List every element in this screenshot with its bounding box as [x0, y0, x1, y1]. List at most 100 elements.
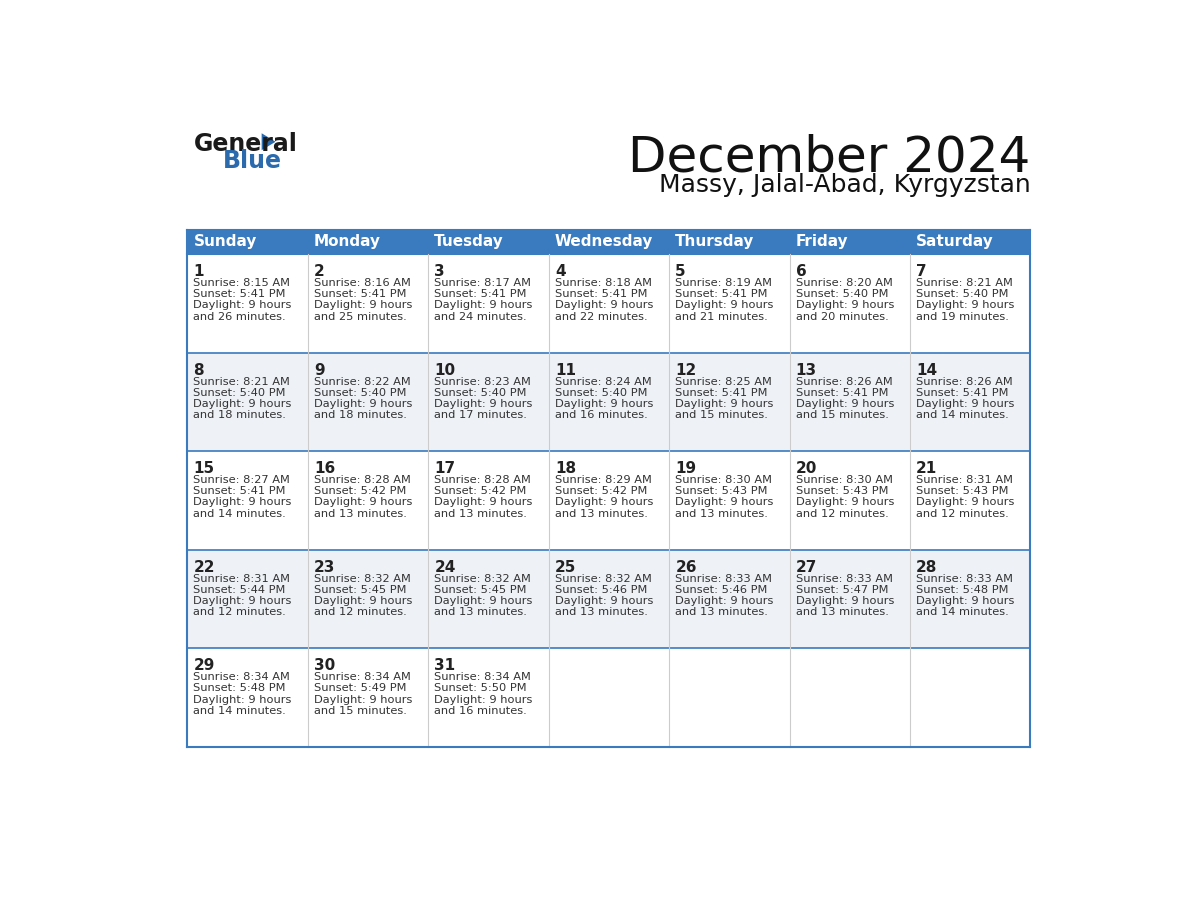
Text: Daylight: 9 hours: Daylight: 9 hours [194, 596, 292, 606]
Text: Sunrise: 8:33 AM: Sunrise: 8:33 AM [916, 574, 1013, 584]
Text: Daylight: 9 hours: Daylight: 9 hours [194, 399, 292, 409]
Text: Sunset: 5:40 PM: Sunset: 5:40 PM [314, 387, 406, 397]
Text: and 15 minutes.: and 15 minutes. [675, 410, 769, 420]
Text: Blue: Blue [223, 149, 282, 173]
Text: 7: 7 [916, 264, 927, 279]
Text: Sunrise: 8:32 AM: Sunrise: 8:32 AM [314, 574, 411, 584]
Text: Sunrise: 8:18 AM: Sunrise: 8:18 AM [555, 278, 652, 288]
Bar [790, 230, 910, 254]
Text: and 13 minutes.: and 13 minutes. [435, 509, 527, 519]
Text: Sunrise: 8:32 AM: Sunrise: 8:32 AM [435, 574, 531, 584]
Text: Daylight: 9 hours: Daylight: 9 hours [796, 498, 895, 508]
Text: Massy, Jalal-Abad, Kyrgyzstan: Massy, Jalal-Abad, Kyrgyzstan [658, 174, 1030, 197]
Bar [188, 648, 1030, 747]
Text: General: General [194, 131, 297, 156]
Text: 22: 22 [194, 560, 215, 575]
Text: Daylight: 9 hours: Daylight: 9 hours [916, 300, 1015, 310]
Text: 15: 15 [194, 461, 215, 476]
Text: Daylight: 9 hours: Daylight: 9 hours [435, 498, 532, 508]
Text: Daylight: 9 hours: Daylight: 9 hours [916, 498, 1015, 508]
Text: and 12 minutes.: and 12 minutes. [314, 607, 406, 617]
Text: Sunrise: 8:33 AM: Sunrise: 8:33 AM [796, 574, 892, 584]
Text: Sunrise: 8:25 AM: Sunrise: 8:25 AM [675, 376, 772, 386]
Text: and 13 minutes.: and 13 minutes. [435, 607, 527, 617]
Text: Sunrise: 8:31 AM: Sunrise: 8:31 AM [194, 574, 290, 584]
Text: Sunrise: 8:21 AM: Sunrise: 8:21 AM [916, 278, 1013, 288]
Text: Sunrise: 8:28 AM: Sunrise: 8:28 AM [314, 476, 411, 485]
Text: Sunset: 5:46 PM: Sunset: 5:46 PM [675, 585, 767, 595]
Text: Sunset: 5:47 PM: Sunset: 5:47 PM [796, 585, 889, 595]
Text: 25: 25 [555, 560, 576, 575]
Text: and 13 minutes.: and 13 minutes. [314, 509, 406, 519]
Text: and 20 minutes.: and 20 minutes. [796, 311, 889, 321]
Text: 9: 9 [314, 363, 324, 377]
Text: Sunrise: 8:15 AM: Sunrise: 8:15 AM [194, 278, 290, 288]
Text: Sunset: 5:42 PM: Sunset: 5:42 PM [435, 487, 526, 497]
Text: Sunset: 5:40 PM: Sunset: 5:40 PM [194, 387, 286, 397]
Text: Daylight: 9 hours: Daylight: 9 hours [435, 300, 532, 310]
Text: and 21 minutes.: and 21 minutes. [675, 311, 767, 321]
Text: 11: 11 [555, 363, 576, 377]
Text: Daylight: 9 hours: Daylight: 9 hours [675, 498, 773, 508]
Text: Daylight: 9 hours: Daylight: 9 hours [314, 399, 412, 409]
Text: and 22 minutes.: and 22 minutes. [555, 311, 647, 321]
Text: December 2024: December 2024 [628, 133, 1030, 181]
Text: 4: 4 [555, 264, 565, 279]
Text: Daylight: 9 hours: Daylight: 9 hours [435, 695, 532, 705]
Text: and 15 minutes.: and 15 minutes. [796, 410, 889, 420]
Polygon shape [261, 133, 276, 151]
Text: and 16 minutes.: and 16 minutes. [555, 410, 647, 420]
Text: 2: 2 [314, 264, 324, 279]
Text: 29: 29 [194, 658, 215, 674]
Text: Daylight: 9 hours: Daylight: 9 hours [314, 695, 412, 705]
Text: Sunrise: 8:26 AM: Sunrise: 8:26 AM [916, 376, 1013, 386]
Text: Sunset: 5:48 PM: Sunset: 5:48 PM [916, 585, 1009, 595]
Text: Daylight: 9 hours: Daylight: 9 hours [916, 596, 1015, 606]
Text: Sunrise: 8:20 AM: Sunrise: 8:20 AM [796, 278, 892, 288]
Text: and 15 minutes.: and 15 minutes. [314, 706, 406, 716]
Text: Sunset: 5:41 PM: Sunset: 5:41 PM [916, 387, 1009, 397]
Text: Daylight: 9 hours: Daylight: 9 hours [314, 300, 412, 310]
Text: 30: 30 [314, 658, 335, 674]
Text: Sunrise: 8:34 AM: Sunrise: 8:34 AM [435, 672, 531, 682]
Text: Wednesday: Wednesday [555, 234, 653, 250]
Text: Tuesday: Tuesday [435, 234, 504, 250]
Text: and 14 minutes.: and 14 minutes. [194, 509, 286, 519]
Text: and 13 minutes.: and 13 minutes. [675, 509, 769, 519]
Text: 20: 20 [796, 461, 817, 476]
Text: and 16 minutes.: and 16 minutes. [435, 706, 527, 716]
Text: Sunset: 5:44 PM: Sunset: 5:44 PM [194, 585, 286, 595]
Text: Daylight: 9 hours: Daylight: 9 hours [675, 399, 773, 409]
Text: and 12 minutes.: and 12 minutes. [796, 509, 889, 519]
Bar [910, 230, 1030, 254]
Text: Sunrise: 8:22 AM: Sunrise: 8:22 AM [314, 376, 411, 386]
Text: Daylight: 9 hours: Daylight: 9 hours [555, 596, 653, 606]
Text: and 13 minutes.: and 13 minutes. [675, 607, 769, 617]
Text: Sunrise: 8:28 AM: Sunrise: 8:28 AM [435, 476, 531, 485]
Text: Daylight: 9 hours: Daylight: 9 hours [194, 300, 292, 310]
Text: 19: 19 [675, 461, 696, 476]
Text: and 13 minutes.: and 13 minutes. [796, 607, 889, 617]
Text: Daylight: 9 hours: Daylight: 9 hours [675, 596, 773, 606]
Text: 21: 21 [916, 461, 937, 476]
Text: Sunrise: 8:17 AM: Sunrise: 8:17 AM [435, 278, 531, 288]
Text: Sunrise: 8:23 AM: Sunrise: 8:23 AM [435, 376, 531, 386]
Text: and 18 minutes.: and 18 minutes. [194, 410, 286, 420]
Text: Daylight: 9 hours: Daylight: 9 hours [675, 300, 773, 310]
Text: Sunrise: 8:27 AM: Sunrise: 8:27 AM [194, 476, 290, 485]
Text: Sunset: 5:43 PM: Sunset: 5:43 PM [916, 487, 1009, 497]
Text: Sunrise: 8:30 AM: Sunrise: 8:30 AM [675, 476, 772, 485]
Text: Daylight: 9 hours: Daylight: 9 hours [194, 695, 292, 705]
Text: Sunset: 5:45 PM: Sunset: 5:45 PM [314, 585, 406, 595]
Text: 26: 26 [675, 560, 697, 575]
Text: and 25 minutes.: and 25 minutes. [314, 311, 406, 321]
Text: Daylight: 9 hours: Daylight: 9 hours [916, 399, 1015, 409]
Text: and 12 minutes.: and 12 minutes. [194, 607, 286, 617]
Text: and 24 minutes.: and 24 minutes. [435, 311, 527, 321]
Text: and 14 minutes.: and 14 minutes. [916, 410, 1009, 420]
Bar [188, 230, 308, 254]
Text: and 14 minutes.: and 14 minutes. [194, 706, 286, 716]
Bar [669, 230, 790, 254]
Text: Sunset: 5:40 PM: Sunset: 5:40 PM [555, 387, 647, 397]
Text: Sunrise: 8:24 AM: Sunrise: 8:24 AM [555, 376, 651, 386]
